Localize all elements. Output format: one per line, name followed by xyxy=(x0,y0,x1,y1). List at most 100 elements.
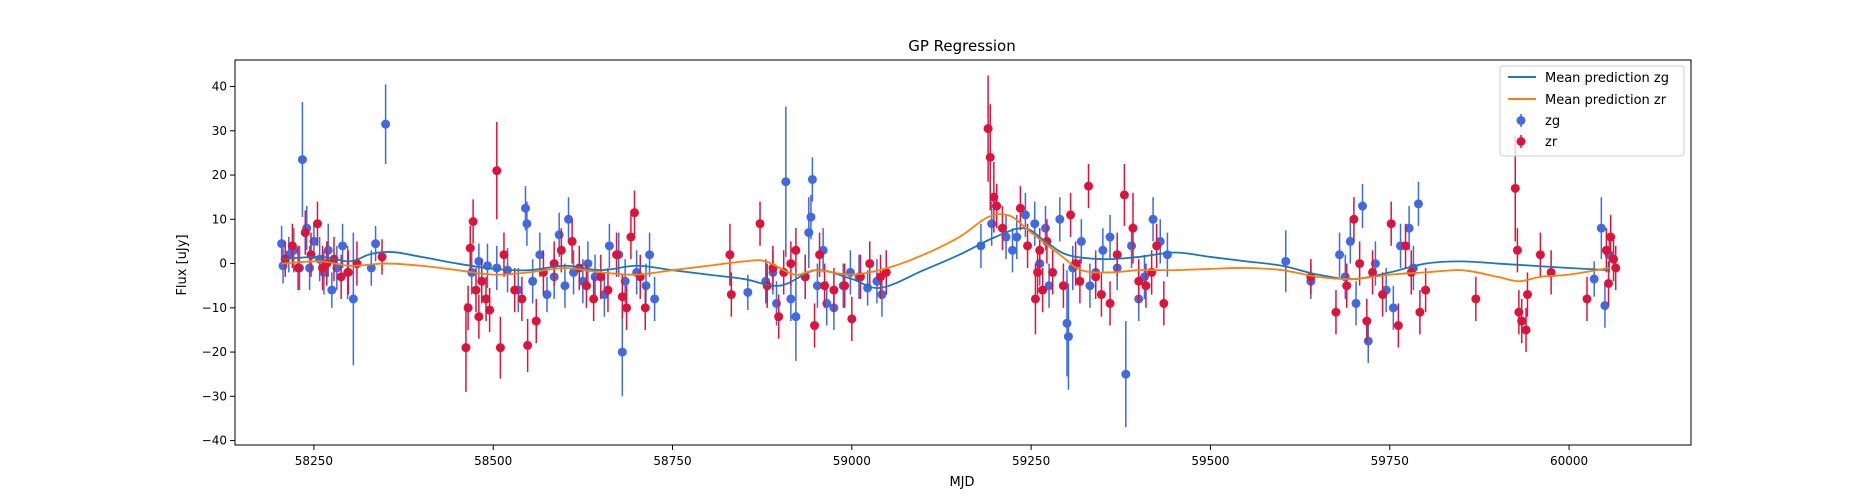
y-tick-label: 0 xyxy=(219,257,227,271)
x-tick-label: 59750 xyxy=(1371,454,1409,468)
data-point-zr xyxy=(1035,245,1045,255)
data-point-zr xyxy=(492,166,502,176)
data-point-zg xyxy=(617,347,627,357)
data-point-zg xyxy=(492,263,502,273)
data-point-zg xyxy=(297,155,307,165)
data-point-zr xyxy=(517,294,527,304)
data-point-zr xyxy=(1112,250,1122,260)
data-point-zg xyxy=(743,287,753,297)
data-point-zg xyxy=(323,245,333,255)
data-point-zg xyxy=(1040,223,1050,233)
data-point-zg xyxy=(1589,274,1599,284)
data-point-zr xyxy=(983,124,993,134)
data-point-zr xyxy=(726,290,736,300)
y-tick-label: 30 xyxy=(212,124,227,138)
data-point-zg xyxy=(381,119,391,129)
data-point-zr xyxy=(1546,267,1556,277)
data-point-zg xyxy=(650,294,660,304)
x-axis-label: MJD xyxy=(949,475,974,490)
data-point-zg xyxy=(1062,318,1072,328)
data-point-zg xyxy=(277,239,287,249)
data-point-zr xyxy=(567,236,577,246)
data-point-zg xyxy=(1012,232,1022,242)
data-point-zr xyxy=(1075,276,1085,286)
data-point-zr xyxy=(312,219,322,229)
data-point-zg xyxy=(806,212,816,222)
data-point-zr xyxy=(1401,241,1411,251)
data-point-zg xyxy=(1076,236,1086,246)
mean-prediction-zr-line xyxy=(281,213,1610,283)
data-point-zr xyxy=(1609,254,1619,264)
data-point-zr xyxy=(829,285,839,295)
data-point-zg xyxy=(564,214,574,224)
data-point-zr xyxy=(1023,241,1033,251)
data-point-zr xyxy=(474,312,484,322)
data-point-zr xyxy=(1521,325,1531,335)
data-point-zr xyxy=(1415,307,1425,317)
data-point-zg xyxy=(1162,250,1172,260)
data-point-zr xyxy=(1159,298,1169,308)
data-point-zg xyxy=(528,276,538,286)
data-point-zr xyxy=(1362,316,1372,326)
data-point-zr xyxy=(1342,281,1352,291)
data-point-zr xyxy=(755,219,765,229)
data-point-zr xyxy=(640,303,650,313)
data-point-zg xyxy=(807,174,817,184)
data-point-zr xyxy=(1096,290,1106,300)
data-point-zg xyxy=(845,267,855,277)
data-point-zr xyxy=(1349,214,1359,224)
data-point-zr xyxy=(612,250,622,260)
series-zg xyxy=(277,84,1614,428)
y-axis-label: Flux [uJy] xyxy=(175,234,190,295)
legend-frame xyxy=(1499,65,1685,157)
data-point-zg xyxy=(371,239,381,249)
data-point-zg xyxy=(1281,256,1291,266)
data-point-zg xyxy=(1007,245,1017,255)
data-point-zr xyxy=(1105,298,1115,308)
data-point-zg xyxy=(1085,281,1095,291)
data-point-zg xyxy=(781,177,791,187)
data-point-zr xyxy=(1393,321,1403,331)
data-point-zr xyxy=(461,343,471,353)
data-point-zg xyxy=(1596,223,1606,233)
data-point-zr xyxy=(1128,223,1138,233)
data-point-zg xyxy=(554,230,564,240)
x-tick-label: 60000 xyxy=(1550,454,1588,468)
y-tick-label: 10 xyxy=(212,212,227,226)
data-point-zg xyxy=(786,294,796,304)
data-point-zr xyxy=(603,285,613,295)
data-point-zr xyxy=(1134,276,1144,286)
data-point-zr xyxy=(1066,210,1076,220)
data-point-zr xyxy=(1421,285,1431,295)
data-point-zr xyxy=(465,243,475,253)
plot-frame xyxy=(234,59,1692,446)
data-point-zg xyxy=(305,263,315,273)
data-point-zr xyxy=(300,228,310,238)
data-point-zg xyxy=(1358,201,1368,211)
chart-title: GP Regression xyxy=(908,37,1015,55)
data-point-zr xyxy=(510,285,520,295)
data-point-zg xyxy=(604,241,614,251)
data-point-zg xyxy=(1121,369,1131,379)
data-point-zg xyxy=(791,312,801,322)
data-point-zr xyxy=(997,223,1007,233)
legend-label-mean-zg: Mean prediction zg xyxy=(1545,71,1669,86)
data-point-zr xyxy=(343,267,353,277)
data-point-zr xyxy=(471,285,481,295)
data-point-zg xyxy=(560,281,570,291)
axis-ticks: 58250 58500 58750 59000 59250 59500 59750 60000… xyxy=(202,80,1588,468)
series-zr xyxy=(280,75,1621,392)
data-point-zg xyxy=(522,219,532,229)
data-point-zg xyxy=(1063,332,1073,342)
x-tick-label: 58250 xyxy=(295,454,333,468)
data-point-zg xyxy=(1030,219,1040,229)
data-point-zr xyxy=(774,312,784,322)
data-point-zr xyxy=(1517,316,1527,326)
data-point-zr xyxy=(596,272,606,282)
data-point-zg xyxy=(1148,214,1158,224)
data-point-zr xyxy=(1152,241,1162,251)
data-point-zr xyxy=(481,294,491,304)
legend-label-zg: zg xyxy=(1545,114,1560,129)
data-point-zr xyxy=(786,259,796,269)
